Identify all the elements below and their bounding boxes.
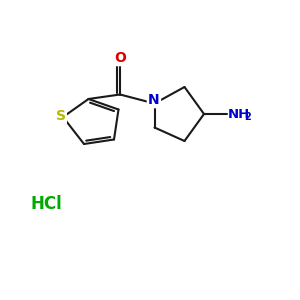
Text: HCl: HCl — [30, 195, 62, 213]
Text: O: O — [114, 51, 126, 65]
Text: NH: NH — [228, 107, 250, 121]
Text: S: S — [56, 109, 66, 123]
Text: 2: 2 — [244, 112, 251, 122]
Text: N: N — [148, 93, 160, 107]
